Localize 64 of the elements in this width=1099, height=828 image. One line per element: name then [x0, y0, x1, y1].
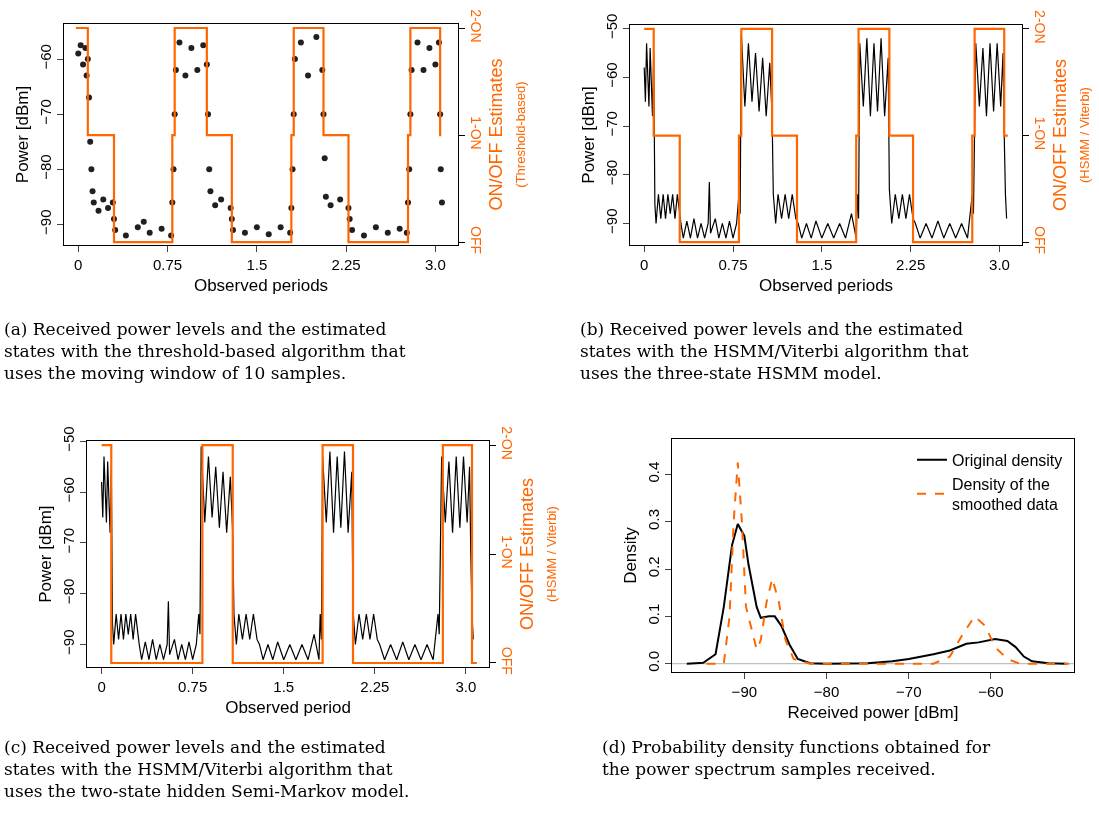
x-axis-title: Observed periods — [758, 275, 894, 295]
y2-tick-label: 2-ON — [1031, 10, 1048, 44]
x-tick-label: 1.5 — [273, 678, 295, 696]
x-tick-label: 0 — [74, 256, 83, 274]
y-tick-label: −90 — [60, 629, 77, 655]
text: (a) Received power levels and the estimated states with the threshold-based algorithm that uses the moving window of 10 samples. — [4, 319, 406, 384]
x-tick-label: 0.75 — [152, 256, 183, 274]
y-tick-label: −60 — [603, 62, 620, 88]
text: (d) Probability density functions obtained for the power spectrum samples received. — [602, 737, 991, 780]
x-tick-label: 3.0 — [989, 256, 1010, 274]
x-tick-label: 3.0 — [424, 256, 446, 274]
y2-tick-label: OFF — [1031, 226, 1048, 255]
x-tick-label: 1.5 — [811, 256, 833, 274]
y-tick-label: 0.2 — [645, 556, 662, 578]
x-tick-label: −70 — [896, 683, 922, 701]
y-tick-label: −50 — [603, 13, 620, 40]
y-tick-label: 0.3 — [645, 509, 662, 530]
y2-axis-title: ON/OFF Estimates (HSMM / Viterbi) — [1049, 59, 1093, 212]
x-tick-label: 3.0 — [455, 678, 477, 696]
y-axis-title: Power [dBm] — [12, 85, 32, 184]
y2-tick-label: 1-ON — [1031, 116, 1048, 151]
y-tick-label: −60 — [60, 477, 77, 503]
y2-axis-title: ON/OFF Estimates (HSMM / Viterbi) — [516, 478, 560, 631]
x-tick-label: −60 — [978, 683, 1004, 701]
y-tick-label: −70 — [60, 527, 77, 554]
y2-tick-label: 1-ON — [467, 116, 484, 150]
y-tick-label: 0.0 — [645, 650, 662, 672]
x-tick-label: 0 — [97, 678, 106, 696]
x-tick-label: 0 — [640, 256, 649, 274]
x-tick-label: 1.5 — [246, 256, 268, 274]
x-tick-label: 2.25 — [360, 678, 390, 696]
y-tick-label: −80 — [37, 154, 54, 180]
x-axis-title: Observed period — [225, 697, 351, 717]
y2-axis-title: ON/OFF Estimates (Threshold-based) — [485, 58, 529, 211]
y-tick-label: −80 — [603, 159, 620, 186]
x-tick-label: −80 — [813, 683, 840, 701]
y2-tick-label: 1-ON — [498, 535, 515, 569]
y-tick-label: −50 — [60, 426, 77, 452]
legend-label: Density of the smoothed data — [952, 475, 1058, 514]
text: (b) Received power levels and the estimated states with the HSMM/Viterbi algorithm that uses the three-state HSMM model. — [580, 319, 969, 384]
y2-tick-label: 2-ON — [498, 426, 515, 460]
y-tick-label: 0.4 — [645, 461, 662, 483]
y-tick-label: −70 — [603, 111, 620, 137]
y2-tick-label: OFF — [498, 646, 515, 675]
x-tick-label: 0.75 — [718, 256, 748, 274]
y2-tick-label: OFF — [467, 226, 484, 255]
x-axis-title: Received power [dBm] — [787, 702, 959, 722]
legend-label: Original density — [952, 451, 1063, 469]
y-tick-label: −70 — [37, 99, 54, 125]
y-axis-title: Density — [620, 526, 640, 584]
x-tick-label: 2.25 — [331, 256, 361, 274]
y-axis-title: Power [dBm] — [578, 86, 598, 184]
y-tick-label: 0.1 — [645, 603, 662, 625]
y-axis-title: Power [dBm] — [35, 505, 55, 603]
text: (c) Received power levels and the estimated states with the HSMM/Viterbi algorithm that uses the two-state hidden Semi-Markov model. — [4, 737, 410, 802]
x-tick-label: −90 — [731, 683, 758, 701]
x-axis-title: Observed periods — [193, 275, 329, 295]
y2-tick-label: 2-ON — [467, 9, 484, 43]
y-tick-label: −80 — [60, 578, 77, 605]
x-tick-label: 0.75 — [178, 678, 208, 696]
y-tick-label: −90 — [37, 209, 54, 235]
y-tick-label: −90 — [603, 208, 620, 234]
y-tick-label: −60 — [37, 44, 54, 70]
x-tick-label: 2.25 — [896, 256, 926, 274]
